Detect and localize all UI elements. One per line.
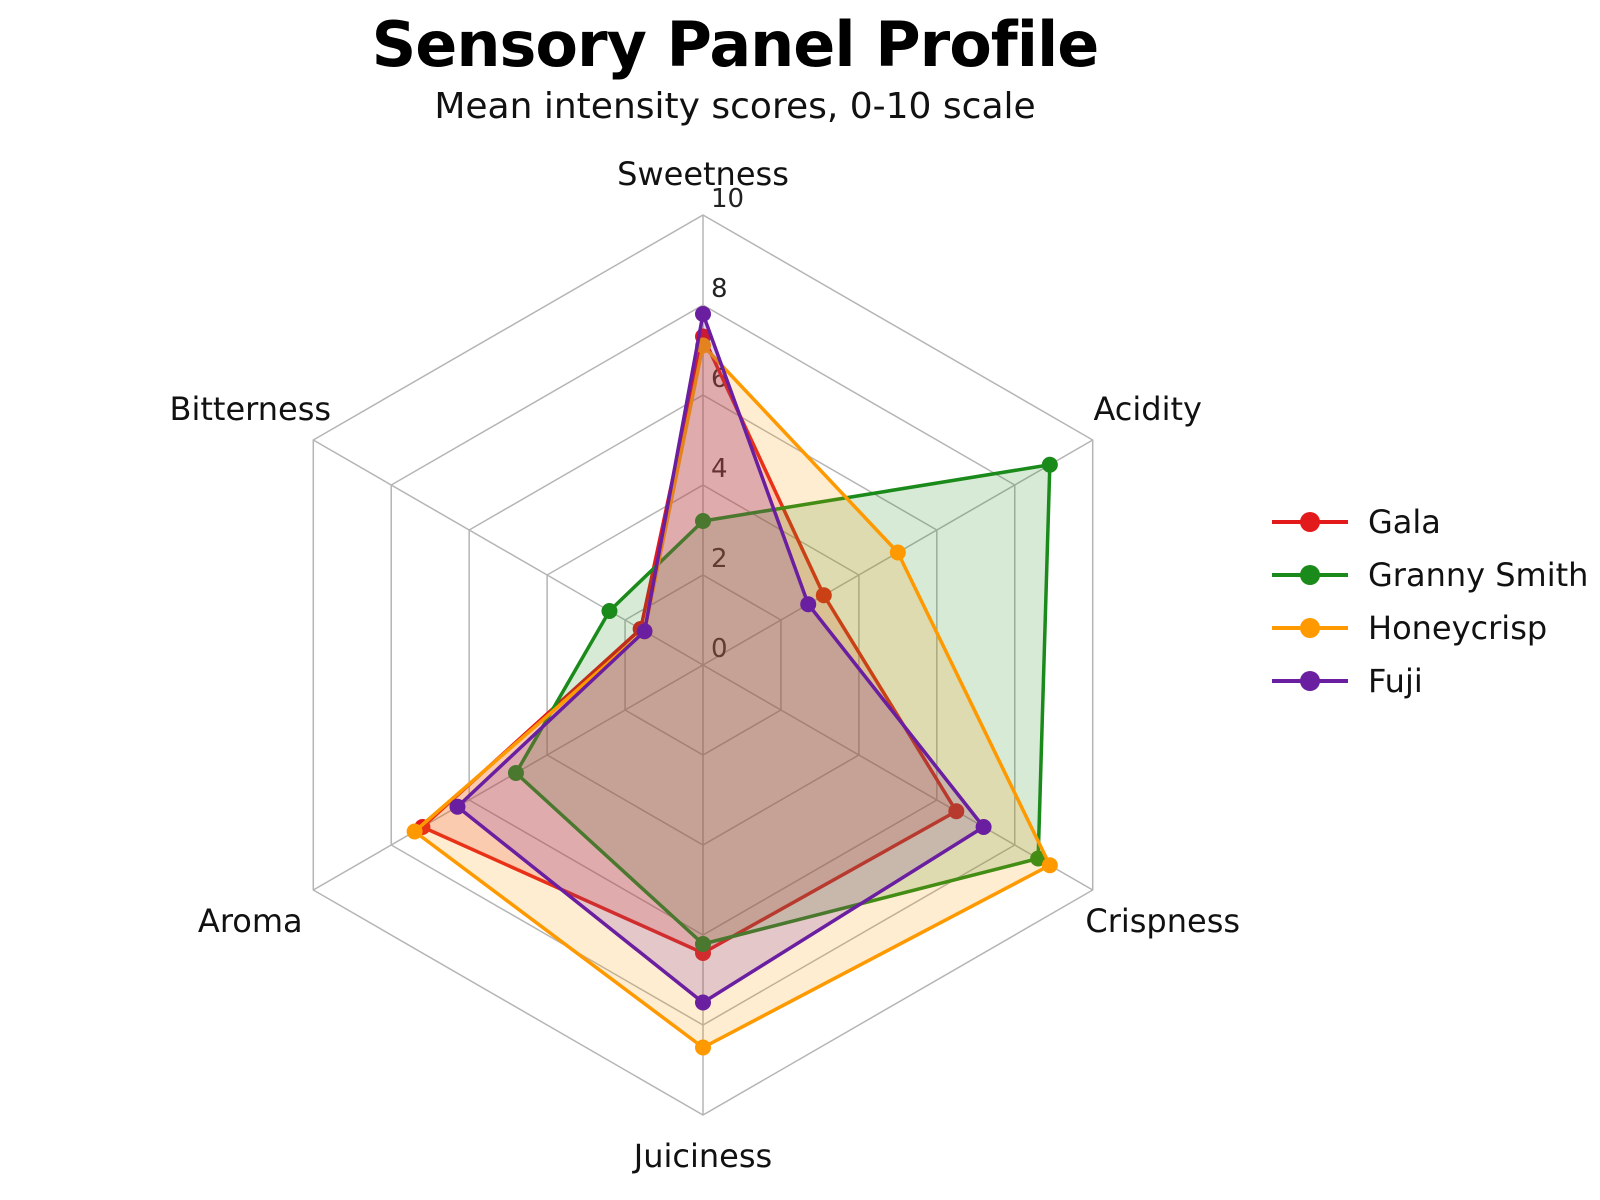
data-point	[695, 1039, 711, 1056]
tick-label: 4	[711, 454, 728, 484]
tick-label: 10	[711, 184, 744, 214]
series-fill	[414, 345, 1050, 1048]
axis-label: Acidity	[1093, 390, 1202, 428]
legend-item: Gala	[1270, 495, 1588, 548]
data-point	[695, 994, 711, 1011]
data-point	[975, 819, 992, 835]
data-point	[406, 823, 423, 840]
legend-label: Honeycrisp	[1368, 608, 1548, 647]
data-point	[1030, 850, 1047, 867]
data-point	[695, 936, 711, 952]
series-fill	[515, 464, 1050, 944]
series-fill	[457, 314, 984, 1003]
data-point	[1041, 456, 1058, 473]
data-point	[601, 603, 618, 619]
series-layer	[406, 306, 1058, 1056]
series-granny-smith	[507, 456, 1058, 952]
data-point	[695, 513, 711, 529]
legend-swatch	[1272, 617, 1348, 638]
series-fuji	[449, 306, 992, 1011]
legend-label: Fuji	[1368, 661, 1423, 700]
axis-label: Bitterness	[170, 390, 332, 428]
legend-swatch	[1272, 564, 1348, 585]
legend-swatch	[1272, 670, 1348, 691]
grid-spoke	[702, 664, 1094, 891]
axis-label: Sweetness	[617, 155, 789, 193]
legend-item: Granny Smith	[1270, 548, 1588, 601]
grid-spoke	[312, 664, 704, 891]
legend: Gala Granny Smith Honeycrisp Fuji	[1270, 495, 1588, 707]
axis-label: Crispness	[1085, 902, 1240, 940]
data-point	[636, 623, 653, 640]
legend-item: Honeycrisp	[1270, 601, 1588, 654]
axis-labels: Sweetness Acidity Crispness Juiciness Aroma B…	[170, 155, 1241, 1175]
legend-item: Fuji	[1270, 654, 1588, 707]
data-point	[1041, 857, 1058, 874]
chart-subtitle: Mean intensity scores, 0-10 scale	[434, 86, 1036, 127]
data-point	[889, 544, 906, 561]
axis-label: Juiciness	[632, 1137, 772, 1175]
tick-label: 0	[711, 634, 728, 664]
tick-label: 8	[711, 274, 728, 304]
data-point	[449, 798, 466, 815]
data-point	[507, 765, 524, 781]
legend-swatch	[1272, 511, 1348, 532]
data-point	[695, 306, 711, 322]
axis-label: Aroma	[198, 902, 303, 940]
legend-label: Gala	[1368, 502, 1441, 541]
tick-label: 2	[711, 544, 728, 574]
chart-title: Sensory Panel Profile	[371, 8, 1100, 81]
legend-label: Granny Smith	[1368, 555, 1589, 594]
data-point	[815, 587, 832, 604]
data-point	[800, 596, 817, 613]
series-fill	[422, 336, 957, 953]
data-point	[948, 803, 965, 820]
